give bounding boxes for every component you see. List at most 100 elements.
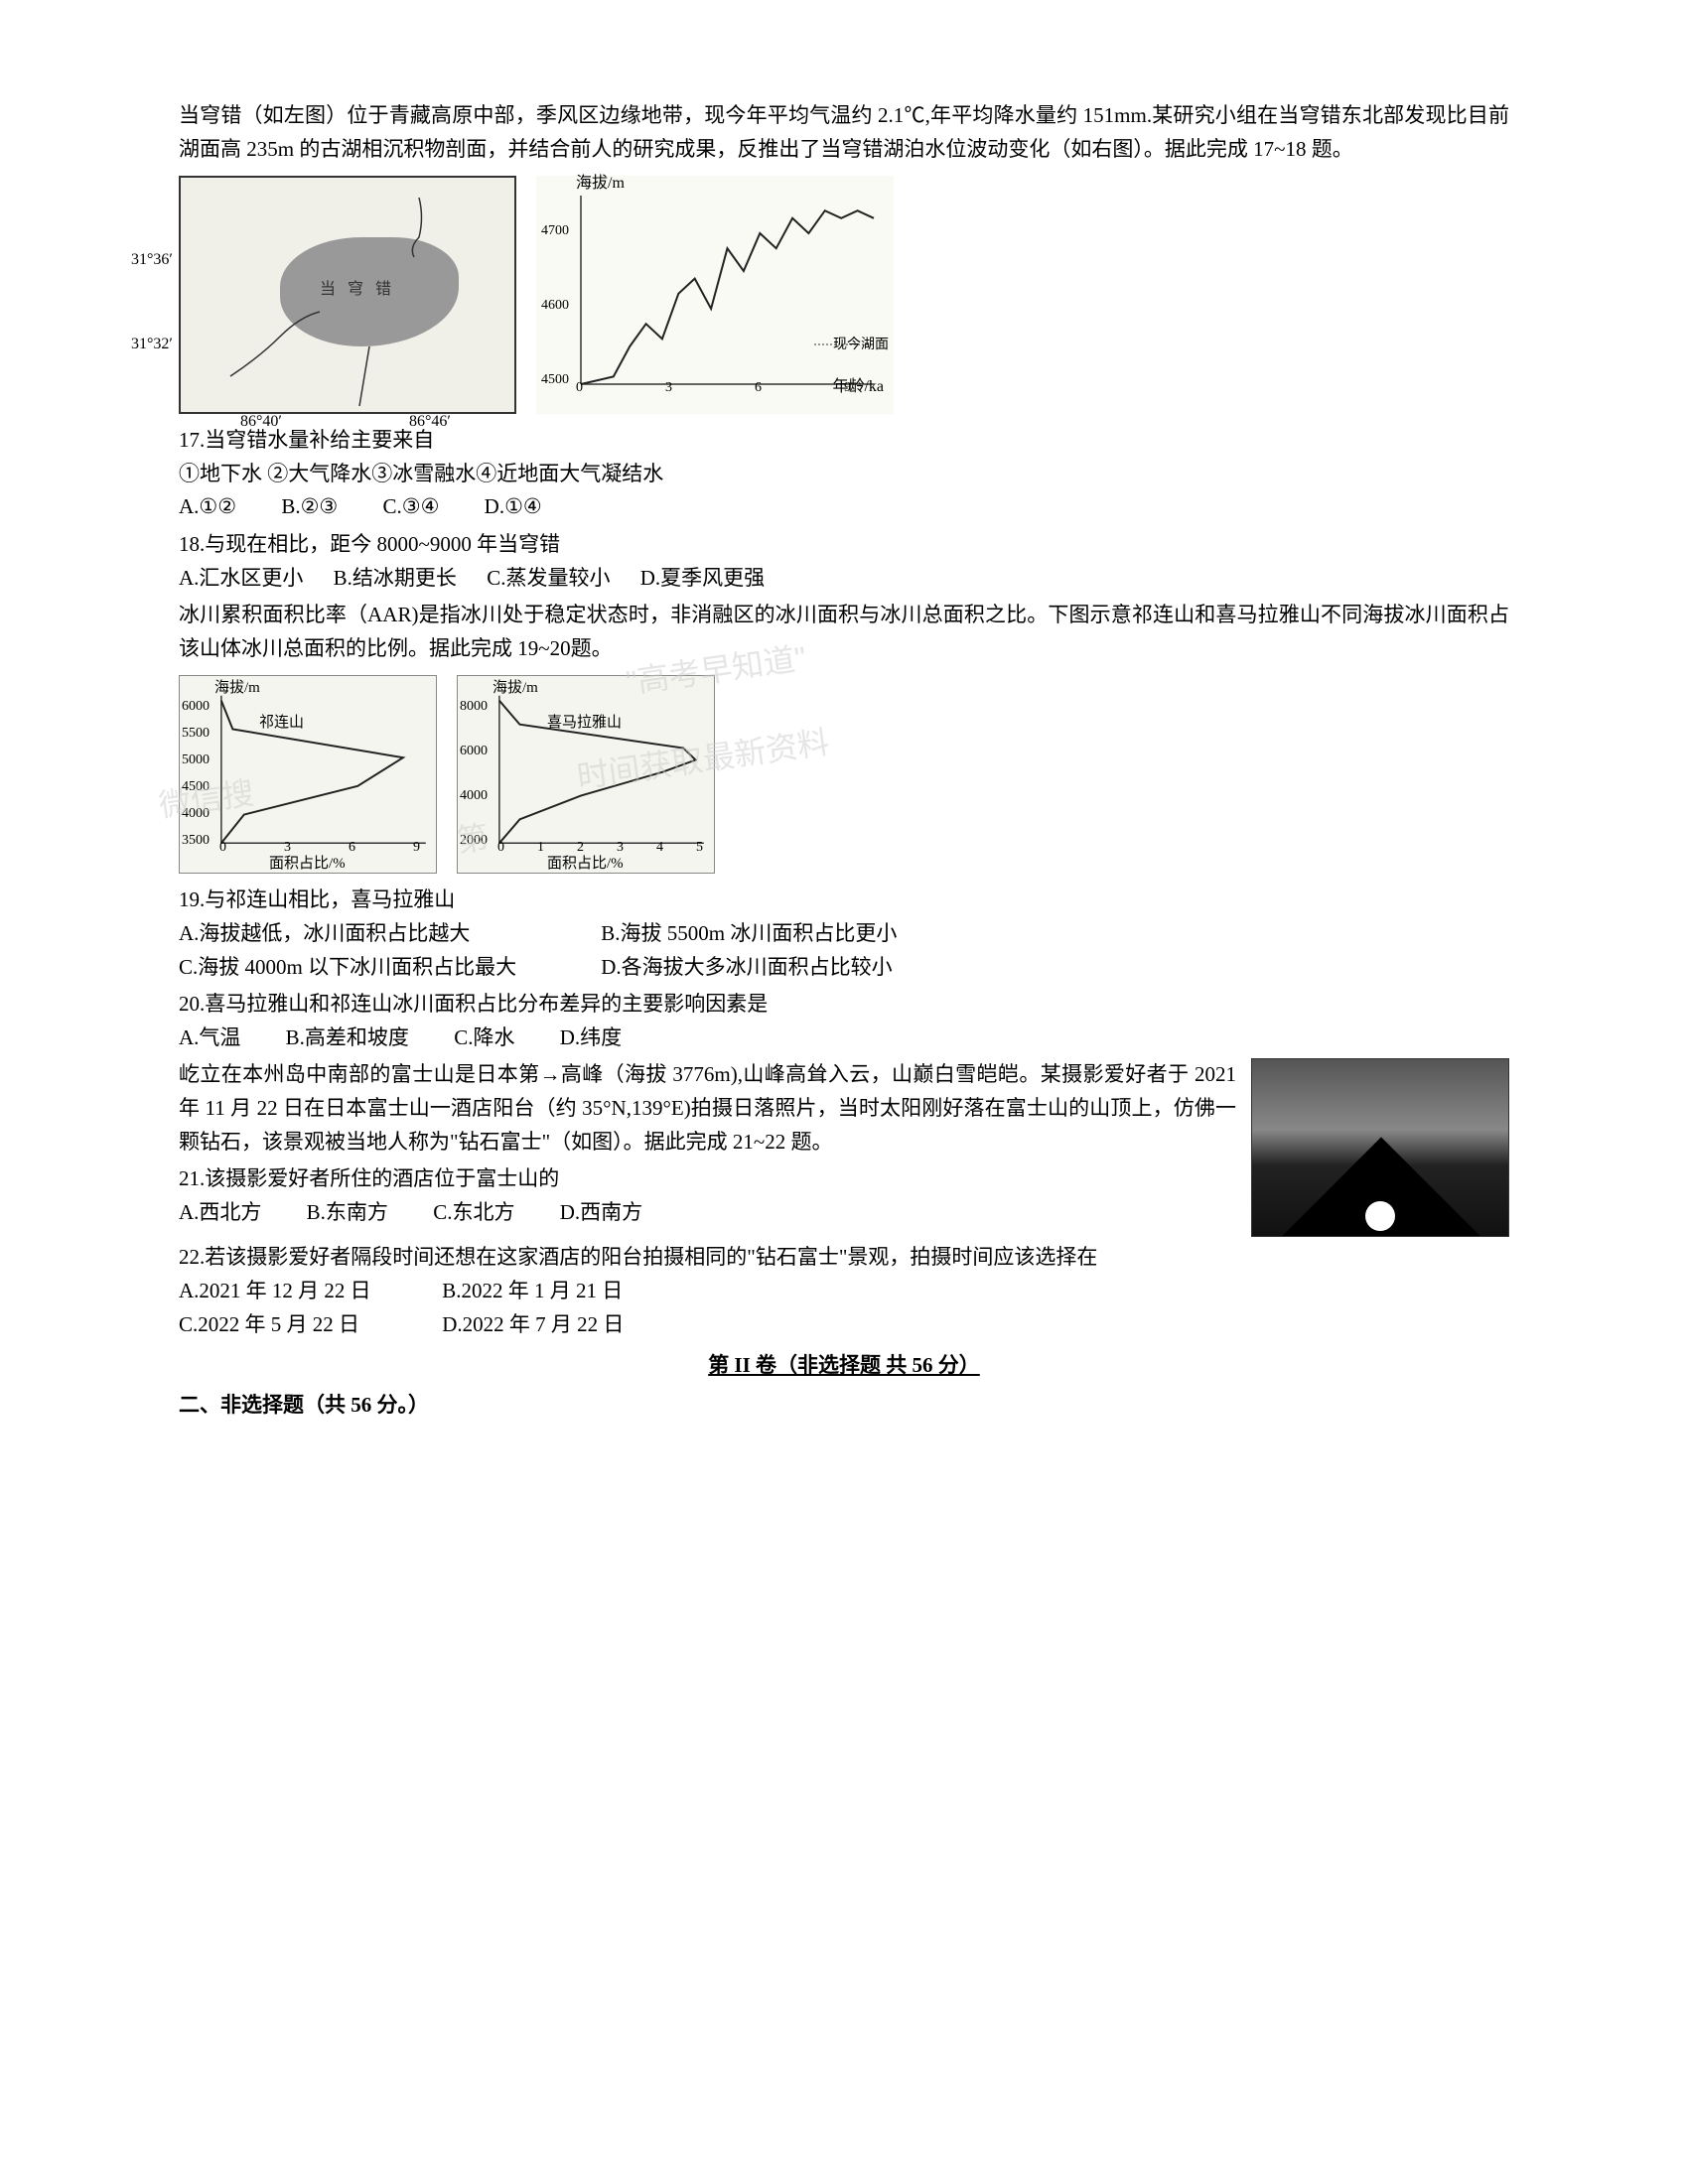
question-20: 20.喜马拉雅山和祁连山冰川面积占比分布差异的主要影响因素是 A.气温 B.高差… [179,988,1509,1054]
q18-opt-c: C.蒸发量较小 [487,562,610,596]
q18-opt-a: A.汇水区更小 [179,562,303,596]
q20-opt-a: A.气温 [179,1022,240,1055]
q19-opt-a: A.海拔越低，冰川面积占比越大 [179,917,556,951]
river-lines [181,178,514,412]
q20-opt-c: C.降水 [454,1022,514,1055]
g2-xt5: 5 [696,837,703,859]
q18-opt-d: D.夏季风更强 [640,562,765,596]
ytick-1: 4600 [541,295,569,317]
q21-options: A.西北方 B.东南方 C.东北方 D.西南方 [179,1196,1236,1230]
question-22: 22.若该摄影爱好者隔段时间还想在这家酒店的阳台拍摄相同的"钻石富士"景观，拍摄… [179,1241,1509,1341]
fuji-section: 屹立在本州岛中南部的富士山是日本第→高峰（海拔 3776m),山峰高耸入云，山巅… [179,1058,1509,1237]
q22-opt-b: B.2022 年 1 月 21 日 [442,1275,623,1308]
fuji-photo [1251,1058,1509,1237]
g1-yt4: 5500 [182,723,210,745]
section-2-header: 第 II 卷（非选择题 共 56 分） [179,1349,1509,1383]
q17-opt-d: D.①④ [485,490,542,524]
q18-options: A.汇水区更小 B.结冰期更长 C.蒸发量较小 D.夏季风更强 [179,562,1509,596]
g2-xt2: 2 [577,837,584,859]
q19-stem: 19.与祁连山相比，喜马拉雅山 [179,884,1509,917]
question-19: 19.与祁连山相比，喜马拉雅山 A.海拔越低，冰川面积占比越大 B.海拔 550… [179,884,1509,984]
q17-items: ①地下水 ②大气降水③冰雪融水④近地面大气凝结水 [179,458,1509,491]
q20-options: A.气温 B.高差和坡度 C.降水 D.纬度 [179,1022,1509,1055]
g2-yt0: 2000 [460,830,488,852]
xtick-0: 0 [576,377,583,399]
glacier1-xlabel: 面积占比/% [269,852,346,876]
q17-opt-c: C.③④ [383,490,440,524]
lon-label-2: 86°46′ [409,409,451,435]
g2-xt1: 1 [537,837,544,859]
g1-xt0: 0 [219,837,226,859]
ytick-0: 4500 [541,369,569,391]
fuji-sun-shape [1365,1201,1395,1231]
g1-xt1: 3 [284,837,291,859]
glacier1-title: 祁连山 [259,711,304,735]
lon-label-1: 86°40′ [240,409,282,435]
lat-label-1: 31°36′ [131,247,173,273]
q17-stem: 17.当穹错水量补给主要来自 [179,424,1509,458]
g1-yt5: 6000 [182,696,210,718]
q22-stem: 22.若该摄影爱好者隔段时间还想在这家酒店的阳台拍摄相同的"钻石富士"景观，拍摄… [179,1241,1509,1275]
lat-label-2: 31°32′ [131,332,173,357]
himalaya-chart: 海拔/m 喜马拉雅山 面积占比/% 2000 4000 6000 8000 0 … [457,675,715,874]
glacier1-ylabel: 海拔/m [214,676,260,700]
q20-opt-b: B.高差和坡度 [286,1022,409,1055]
q18-opt-b: B.结冰期更长 [334,562,457,596]
ytick-2: 4700 [541,220,569,242]
question-18: 18.与现在相比，距今 8000~9000 年当穹错 A.汇水区更小 B.结冰期… [179,528,1509,595]
question-21: 21.该摄影爱好者所住的酒店位于富士山的 A.西北方 B.东南方 C.东北方 D… [179,1162,1236,1229]
g2-yt1: 4000 [460,785,488,807]
section-2-title: 二、非选择题（共 56 分。） [179,1389,1509,1423]
q19-opt-d: D.各海拔大多冰川面积占比较小 [601,951,892,985]
q21-opt-d: D.西南方 [560,1196,642,1230]
lake-map: 31°36′ 31°32′ 86°40′ 86°46′ 当 穹 错 [179,176,516,414]
question-17: 17.当穹错水量补给主要来自 ①地下水 ②大气降水③冰雪融水④近地面大气凝结水 … [179,424,1509,524]
q21-stem: 21.该摄影爱好者所住的酒店位于富士山的 [179,1162,1236,1196]
g1-xt2: 6 [349,837,355,859]
intro-paragraph-1: 当穹错（如左图）位于青藏高原中部，季风区边缘地带，现今年平均气温约 2.1℃,年… [179,99,1509,166]
qilian-chart: 海拔/m 祁连山 面积占比/% 3500 4000 4500 5000 5500… [179,675,437,874]
q18-stem: 18.与现在相比，距今 8000~9000 年当穹错 [179,528,1509,562]
fuji-text-block: 屹立在本州岛中南部的富士山是日本第→高峰（海拔 3776m),山峰高耸入云，山巅… [179,1058,1236,1237]
xtick-3: 9 [844,377,851,399]
q19-opt-c: C.海拔 4000m 以下冰川面积占比最大 [179,951,556,985]
himalaya-svg [458,676,714,873]
q22-options: A.2021 年 12 月 22 日 B.2022 年 1 月 21 日 C.2… [179,1275,1509,1341]
q17-options: A.①② B.②③ C.③④ D.①④ [179,490,1509,524]
g1-yt3: 5000 [182,750,210,771]
g2-xt0: 0 [497,837,504,859]
glacier2-xlabel: 面积占比/% [547,852,624,876]
q21-opt-c: C.东北方 [433,1196,514,1230]
glacier2-ylabel: 海拔/m [492,676,538,700]
q20-opt-d: D.纬度 [560,1022,622,1055]
q17-opt-b: B.②③ [281,490,338,524]
q22-opt-d: D.2022 年 7 月 22 日 [442,1308,624,1342]
g2-xt3: 3 [617,837,624,859]
figure-row-1: 31°36′ 31°32′ 86°40′ 86°46′ 当 穹 错 海拔/m 年… [179,176,1509,414]
xlabel: 年龄/ka [832,374,884,400]
glacier-charts-row: 微信搜 "高考早知道" 时间获取最新资料 第 海拔/m 祁连山 面积占比/% 3… [179,675,1509,874]
g1-yt1: 4000 [182,803,210,825]
q19-options: A.海拔越低，冰川面积占比越大 B.海拔 5500m 冰川面积占比更小 C.海拔… [179,917,1509,984]
g1-yt2: 4500 [182,776,210,798]
ylabel: 海拔/m [576,171,625,197]
q17-opt-a: A.①② [179,490,236,524]
xtick-2: 6 [755,377,762,399]
intro-paragraph-2: 冰川累积面积比率（AAR)是指冰川处于稳定状态时，非消融区的冰川面积与冰川总面积… [179,599,1509,665]
current-level-label: 现今湖面 [833,335,889,356]
q20-stem: 20.喜马拉雅山和祁连山冰川面积占比分布差异的主要影响因素是 [179,988,1509,1022]
g1-yt0: 3500 [182,830,210,852]
g2-yt3: 8000 [460,696,488,718]
q21-opt-b: B.东南方 [307,1196,388,1230]
xtick-1: 3 [665,377,672,399]
g2-xt4: 4 [656,837,663,859]
glacier2-title: 喜马拉雅山 [547,711,622,735]
q21-opt-a: A.西北方 [179,1196,261,1230]
qilian-svg [180,676,436,873]
q19-opt-b: B.海拔 5500m 冰川面积占比更小 [601,917,897,951]
g2-yt2: 6000 [460,741,488,762]
intro-paragraph-3: 屹立在本州岛中南部的富士山是日本第→高峰（海拔 3776m),山峰高耸入云，山巅… [179,1058,1236,1159]
q22-opt-a: A.2021 年 12 月 22 日 [179,1275,397,1308]
q22-opt-c: C.2022 年 5 月 22 日 [179,1308,397,1342]
lake-level-chart: 海拔/m 年龄/ka 现今湖面 4500 4600 4700 0 3 6 9 [536,176,894,414]
